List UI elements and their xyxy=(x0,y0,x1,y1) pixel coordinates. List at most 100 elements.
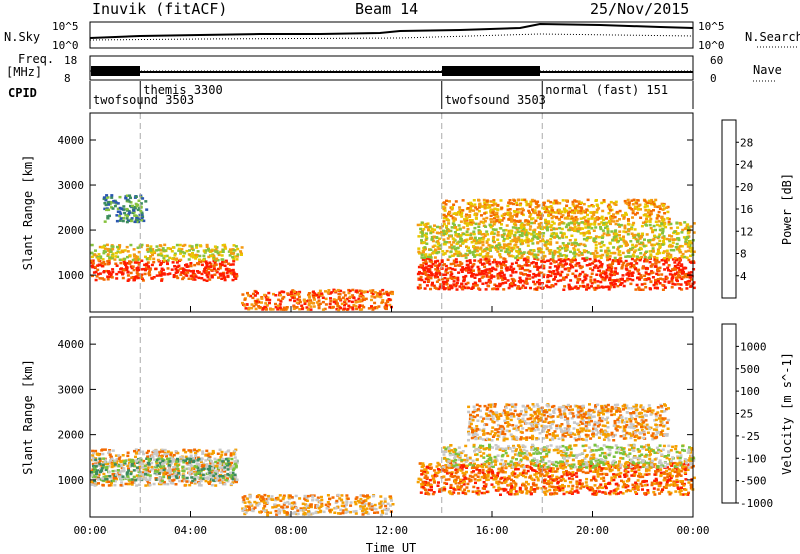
cpid-label: CPID xyxy=(8,86,37,100)
data-cell xyxy=(547,220,551,223)
data-cell xyxy=(254,307,258,311)
data-cell xyxy=(690,250,693,253)
data-cell xyxy=(128,254,132,257)
data-cell xyxy=(508,254,512,258)
data-cell xyxy=(224,458,228,461)
data-cell xyxy=(233,462,237,466)
data-cell xyxy=(358,294,362,298)
data-cell xyxy=(457,211,460,214)
data-cell xyxy=(529,225,533,228)
data-cell xyxy=(213,457,217,461)
data-cell xyxy=(175,243,179,247)
data-cell xyxy=(554,211,558,214)
data-cell xyxy=(179,258,183,262)
data-cell xyxy=(184,450,188,454)
data-cell xyxy=(597,286,601,289)
data-cell xyxy=(193,477,197,481)
data-cell xyxy=(580,201,583,204)
data-cell xyxy=(508,199,512,202)
data-cell xyxy=(639,247,643,251)
data-cell xyxy=(551,215,555,218)
data-cell xyxy=(317,292,321,295)
data-cell xyxy=(480,270,484,273)
data-cell xyxy=(452,203,456,206)
data-cell xyxy=(197,271,201,274)
data-cell xyxy=(643,278,647,281)
data-cell xyxy=(678,221,682,225)
data-cell xyxy=(231,255,235,259)
data-cell xyxy=(439,283,443,286)
data-cell xyxy=(609,219,613,223)
data-cell xyxy=(524,228,528,232)
data-cell xyxy=(184,459,188,462)
colorbar-tick-label: 24 xyxy=(740,159,754,172)
data-cell xyxy=(619,283,622,286)
data-cell xyxy=(505,267,509,270)
data-cell xyxy=(677,238,681,242)
data-cell xyxy=(555,268,559,272)
data-cell xyxy=(655,223,659,227)
data-cell xyxy=(287,497,291,501)
data-cell xyxy=(232,249,236,252)
data-cell xyxy=(118,258,122,261)
data-cell xyxy=(196,459,200,462)
data-cell xyxy=(581,279,585,283)
data-cell xyxy=(306,308,310,311)
data-cell xyxy=(357,297,361,301)
data-cell xyxy=(105,466,109,469)
data-cell xyxy=(594,286,598,290)
data-cell xyxy=(466,281,470,285)
data-cell xyxy=(620,282,624,285)
data-cell xyxy=(114,251,118,255)
data-cell xyxy=(447,222,451,225)
data-cell xyxy=(174,483,178,486)
data-cell xyxy=(132,475,136,479)
data-cell xyxy=(464,256,468,259)
data-cell xyxy=(510,249,513,253)
data-cell xyxy=(441,277,444,281)
data-cell xyxy=(593,220,597,223)
data-cell xyxy=(506,211,510,214)
data-cell xyxy=(230,457,234,461)
data-cell xyxy=(461,209,465,212)
data-cell xyxy=(534,201,538,204)
data-cell xyxy=(276,304,280,307)
data-cell xyxy=(197,484,201,487)
data-cell xyxy=(502,246,506,250)
data-cell xyxy=(98,457,102,460)
data-cell xyxy=(127,469,131,472)
data-cell xyxy=(174,271,178,275)
data-cell xyxy=(140,268,144,271)
data-cell xyxy=(610,283,613,287)
data-cell xyxy=(93,475,97,478)
data-cell xyxy=(488,267,492,271)
data-cell xyxy=(309,512,313,516)
data-cell xyxy=(684,240,688,243)
data-cell xyxy=(207,255,211,259)
data-cell xyxy=(567,242,570,245)
data-cell xyxy=(676,276,680,279)
data-cell xyxy=(176,464,180,467)
data-cell xyxy=(307,299,310,302)
data-cell xyxy=(161,450,165,453)
data-cell xyxy=(489,214,493,218)
data-cell xyxy=(142,267,146,271)
data-cell xyxy=(428,253,432,256)
data-cell xyxy=(102,472,106,476)
data-cell xyxy=(521,279,525,283)
data-cell xyxy=(558,221,562,225)
data-cell xyxy=(576,279,580,282)
data-cell xyxy=(139,209,143,213)
data-cell xyxy=(148,257,152,261)
data-cell xyxy=(182,448,186,452)
data-cell xyxy=(651,249,655,253)
data-cell xyxy=(498,246,502,249)
data-cell xyxy=(295,506,299,510)
cpid-mode-label: twofsound 3503 xyxy=(93,93,194,107)
data-cell xyxy=(515,249,519,253)
data-cell xyxy=(290,501,294,505)
data-cell xyxy=(121,219,125,223)
data-cell xyxy=(436,275,440,279)
data-cell xyxy=(490,218,493,221)
data-cell xyxy=(433,244,437,247)
